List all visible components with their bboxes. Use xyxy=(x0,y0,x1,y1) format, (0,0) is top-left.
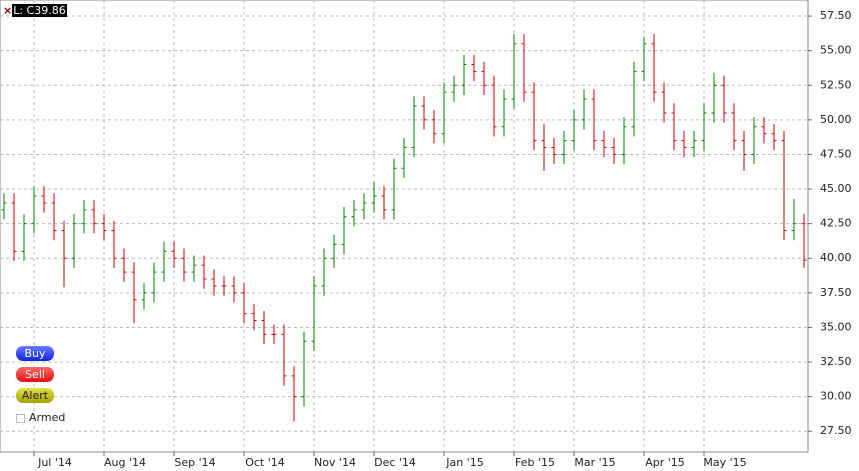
x-tick-label: Mar '15 xyxy=(574,456,615,469)
armed-label: Armed xyxy=(29,411,66,424)
y-tick-label: 47.50 xyxy=(820,147,852,160)
y-tick-label: 57.50 xyxy=(820,9,852,22)
y-tick-label: 42.50 xyxy=(820,217,852,230)
x-tick-label: Feb '15 xyxy=(515,456,555,469)
y-tick-label: 27.50 xyxy=(820,424,852,437)
sell-button[interactable]: Sell xyxy=(16,367,54,382)
y-tick-label: 52.50 xyxy=(820,78,852,91)
y-tick-label: 50.00 xyxy=(820,113,852,126)
legend: ×L: C39.86 xyxy=(3,4,67,17)
y-tick-label: 30.00 xyxy=(820,390,852,403)
last-value: L: C39.86 xyxy=(12,4,67,17)
x-tick-label: Oct '14 xyxy=(245,456,285,469)
alert-button[interactable]: Alert xyxy=(16,388,54,403)
y-tick-label: 37.50 xyxy=(820,286,852,299)
y-tick-label: 55.00 xyxy=(820,44,852,57)
x-tick-label: Sep '14 xyxy=(174,456,215,469)
x-tick-label: Jul '14 xyxy=(37,456,72,469)
x-tick-label: Apr '15 xyxy=(645,456,685,469)
x-tick-label: Dec '14 xyxy=(374,456,416,469)
y-tick-label: 40.00 xyxy=(820,251,852,264)
y-tick-label: 45.00 xyxy=(820,182,852,195)
y-tick-label: 35.00 xyxy=(820,320,852,333)
y-tick-label: 32.50 xyxy=(820,355,852,368)
plot-frame xyxy=(0,0,809,453)
armed-checkbox[interactable]: Armed xyxy=(16,411,65,424)
x-tick-label: Jan '15 xyxy=(445,456,483,469)
close-icon[interactable]: × xyxy=(3,4,13,17)
x-tick-label: Aug '14 xyxy=(104,456,146,469)
buy-button[interactable]: Buy xyxy=(16,346,54,361)
x-tick-label: May '15 xyxy=(703,456,746,469)
x-tick-label: Nov '14 xyxy=(314,456,356,469)
